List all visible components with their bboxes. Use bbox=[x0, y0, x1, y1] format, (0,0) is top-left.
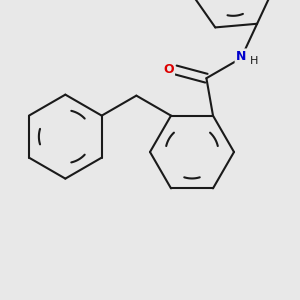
Text: O: O bbox=[163, 63, 174, 76]
Text: N: N bbox=[236, 50, 246, 63]
Text: H: H bbox=[250, 56, 258, 66]
